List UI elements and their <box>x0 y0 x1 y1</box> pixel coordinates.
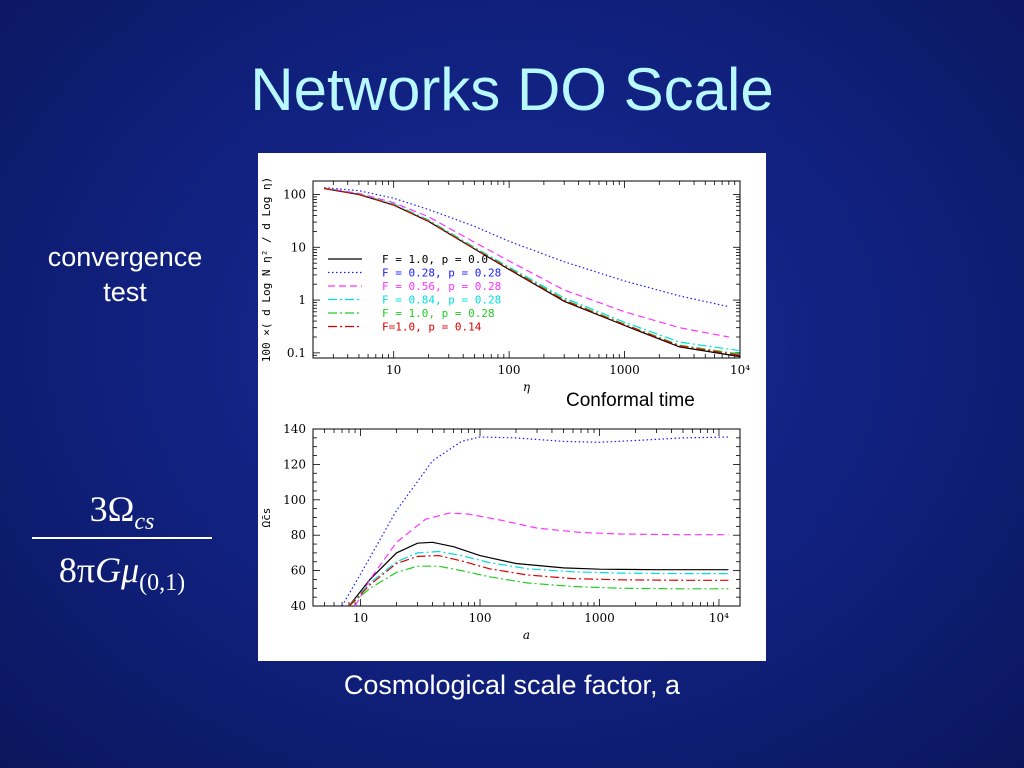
chart2-y-tick-label: 40 <box>291 599 306 613</box>
chart1-series-line-2 <box>324 187 729 308</box>
chart2-y-tick-label: 80 <box>291 528 306 542</box>
chart2-y-axis-label: Ω̄cs <box>260 508 273 528</box>
formula-num-subscript: cs <box>134 509 155 535</box>
plot-panel: 10 100 1000 10⁴ 0.1 1 10 100 η 100 ×( d Log N η² … <box>258 153 766 661</box>
formula-num-symbol: Ω <box>107 489 135 529</box>
formula-den-mu: μ <box>121 550 140 590</box>
chart2-series-line-3 <box>354 512 729 606</box>
formula: 3Ωcs 8πGμ(0,1) <box>22 485 222 597</box>
chart2-series-line-2 <box>341 436 729 606</box>
chart1-legend-label: F = 1.0, p = 0.0 <box>382 253 488 266</box>
chart1-x-tick-label: 10 <box>386 363 401 377</box>
slide-title: Networks DO Scale <box>250 56 774 123</box>
formula-numerator: 3Ωcs <box>22 485 222 535</box>
chart2-x-axis-label: a <box>523 628 530 642</box>
chart2-x-tick-label: 100 <box>469 611 492 625</box>
chart1-legend-label: F = 0.56, p = 0.28 <box>382 280 501 293</box>
chart1-y-axis-label: 100 ×( d Log N η² / d Log η) <box>260 177 273 362</box>
formula-denominator: 8πGμ(0,1) <box>22 543 222 597</box>
chart2-series-line-1 <box>348 541 729 606</box>
chart1-legend-label: F = 0.28, p = 0.28 <box>382 267 501 280</box>
bottom-caption: Cosmological scale factor, a <box>343 670 681 700</box>
formula-den-coef: 8π <box>58 550 96 590</box>
side-label-line-2: test <box>103 277 147 308</box>
chart1-legend-label: F = 0.84, p = 0.28 <box>382 294 501 307</box>
chart1-y-tick-label: 100 <box>283 187 306 201</box>
chart2-series-line-4 <box>348 550 729 606</box>
chart1-y-tick-label: 10 <box>291 240 306 254</box>
chart2-y-tick-label: 100 <box>283 493 306 507</box>
chart1-y-tick-label: 0.1 <box>287 346 306 360</box>
formula-den-subscript: (0,1) <box>139 570 186 596</box>
chart2-x-tick-label: 10⁴ <box>709 611 729 625</box>
chart2-y-tick-label: 120 <box>283 457 306 471</box>
chart1-series-line-3 <box>324 187 729 338</box>
chart1-x-tick-label: 100 <box>498 363 521 377</box>
chart1-x-tick-label: 1000 <box>609 363 640 377</box>
chart1-x-axis-label: η <box>523 380 531 394</box>
chart1-legend-label: F=1.0, p = 0.14 <box>382 321 482 334</box>
chart2-y-tick-label: 140 <box>283 422 306 436</box>
chart1-y-tick-label: 1 <box>298 293 306 307</box>
chart1-frame <box>312 180 741 359</box>
chart2-x-tick-label: 10 <box>353 611 368 625</box>
chart2-group: 10 100 1000 10⁴ 40 60 80 100 120 140 a Ω̄cs <box>260 422 741 642</box>
chart2-x-tick-label: 1000 <box>584 611 615 625</box>
chart2-series-line-6 <box>348 554 729 606</box>
chart1-x-tick-label: 10⁴ <box>730 363 750 377</box>
chart1-series-line-6 <box>324 187 740 356</box>
conformal-time-label: Conformal time <box>566 390 695 411</box>
formula-den-g: G <box>95 550 122 590</box>
side-label-line-1: convergence <box>47 242 203 272</box>
formula-fraction-bar <box>32 537 212 539</box>
chart2-series-line-5 <box>348 565 729 606</box>
side-label: convergence test <box>20 240 230 310</box>
formula-num-coef: 3 <box>89 489 108 529</box>
chart2-y-tick-label: 60 <box>291 564 306 578</box>
chart1-legend-label: F = 1.0, p = 0.28 <box>382 307 495 320</box>
